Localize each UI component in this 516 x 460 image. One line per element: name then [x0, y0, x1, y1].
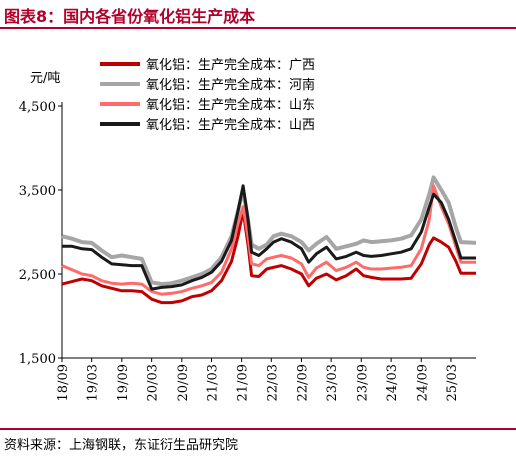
chart-title: 图表8：国内各省份氧化铝生产成本	[4, 7, 256, 26]
x-tick-label: 24/03	[385, 364, 400, 401]
source-note: 资料来源：上海钢联，东证衍生品研究院	[4, 438, 239, 453]
series-line-4	[62, 184, 476, 291]
x-tick-label: 25/03	[445, 364, 460, 401]
x-tick-label: 20/03	[146, 364, 161, 401]
y-tick-label: 2,500	[19, 268, 56, 283]
y-tick-label: 1,500	[19, 352, 56, 367]
x-tick-label: 20/09	[176, 364, 191, 401]
x-tick-label: 23/03	[325, 364, 340, 401]
chart-legend: 氧化铝：生产完全成本：广西氧化铝：生产完全成本：河南氧化铝：生产完全成本：山东氧…	[100, 57, 315, 133]
legend-label-4: 氧化铝：生产完全成本：山西	[146, 117, 315, 133]
source-rule	[0, 428, 516, 430]
x-tick-label: 21/03	[205, 364, 220, 401]
x-tick-label: 24/09	[415, 364, 430, 401]
x-tick-label: 21/09	[236, 364, 251, 401]
x-tick-label: 23/09	[355, 364, 370, 401]
series-line-2	[61, 175, 477, 287]
title-rule	[0, 27, 516, 29]
x-tick-label: 19/03	[86, 364, 101, 401]
x-tick-label: 22/09	[295, 364, 310, 401]
y-tick-label: 4,500	[19, 100, 56, 115]
y-unit-label: 元/吨	[30, 71, 60, 86]
legend-label-1: 氧化铝：生产完全成本：广西	[146, 57, 315, 73]
chart-axes: 元/吨 1,500 2,500 3,500 4,500 18/09 19/03 19/09 20…	[19, 71, 476, 401]
series-line-3	[61, 184, 476, 296]
x-tick-label: 22/03	[265, 364, 280, 401]
legend-label-3: 氧化铝：生产完全成本：山东	[146, 97, 315, 113]
chart-series-lines	[61, 175, 477, 305]
x-tick-label: 18/09	[56, 364, 71, 401]
legend-label-2: 氧化铝：生产完全成本：河南	[146, 77, 315, 93]
series-line-1	[61, 209, 476, 305]
y-tick-label: 3,500	[19, 184, 56, 199]
x-tick-label: 19/09	[116, 364, 131, 401]
